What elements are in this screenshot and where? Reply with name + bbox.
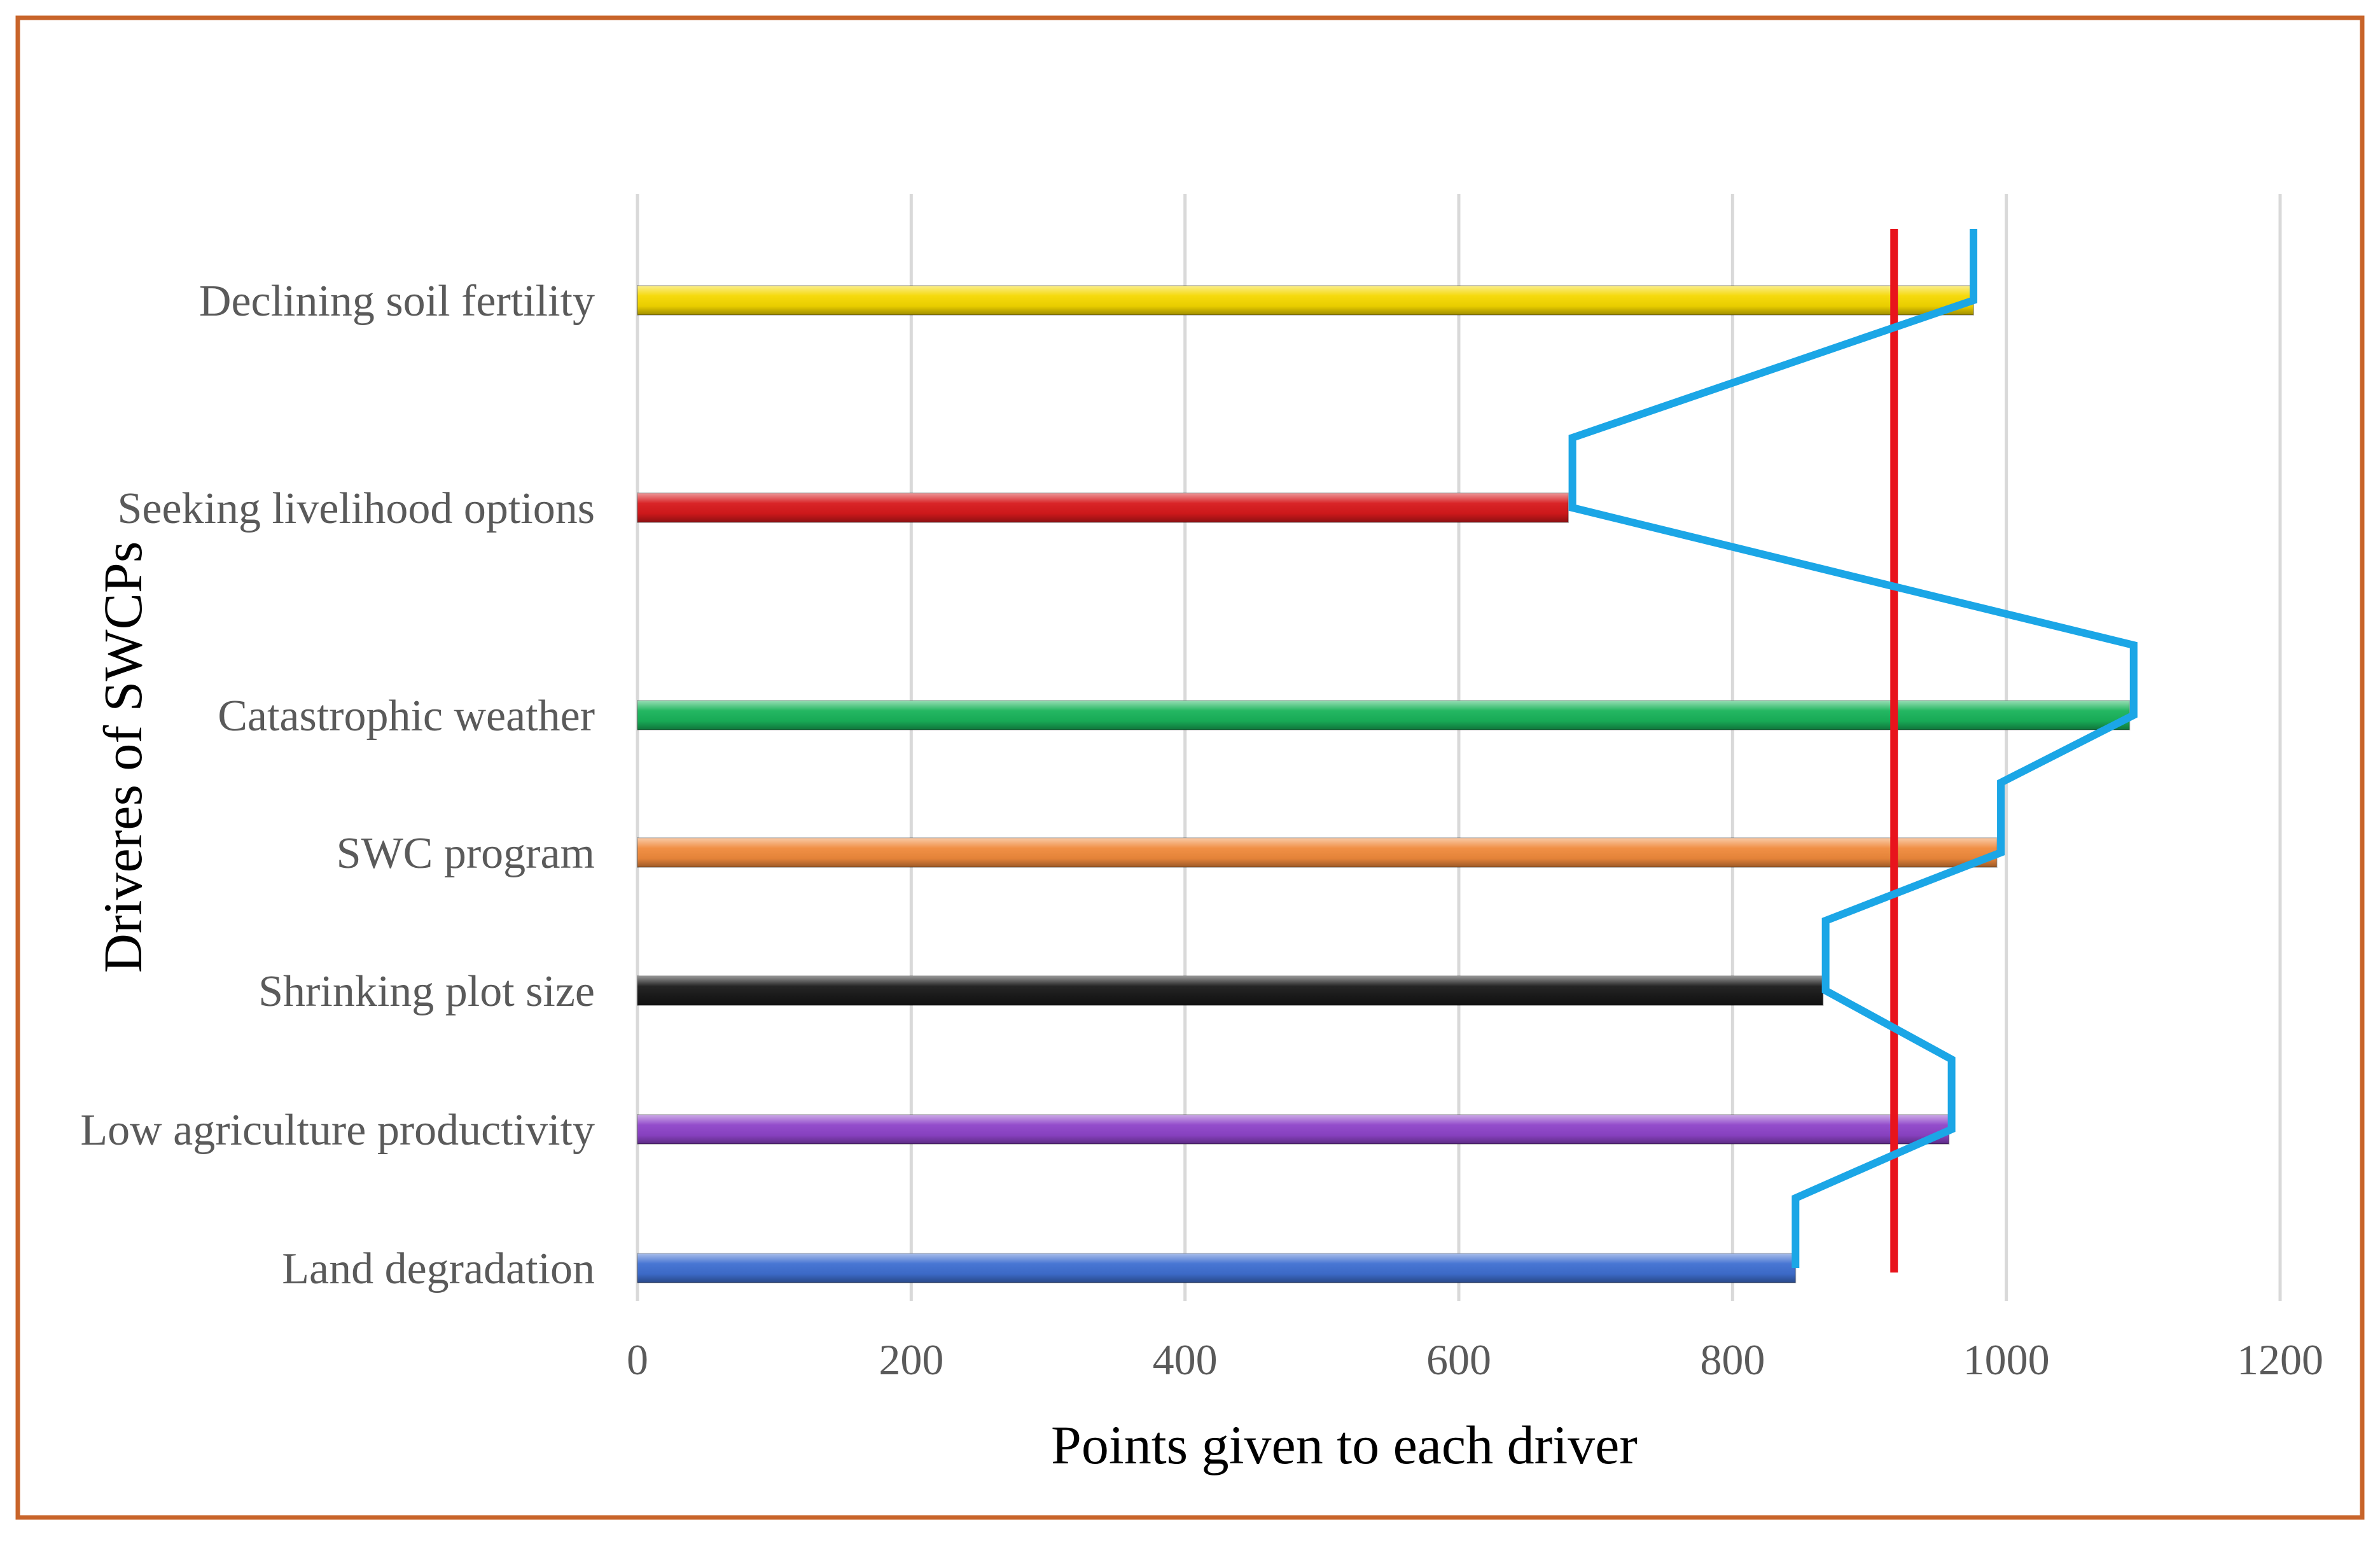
bar-3 bbox=[637, 837, 1998, 868]
bar-shade bbox=[637, 286, 1974, 315]
bar-0 bbox=[637, 285, 1975, 316]
x-axis-title: Points given to each driver bbox=[1051, 1414, 1638, 1475]
bar-shade bbox=[637, 838, 1997, 867]
bar-4 bbox=[637, 975, 1824, 1006]
bar-2 bbox=[637, 700, 2131, 730]
category-label-4: Shrinking plot size bbox=[258, 967, 595, 1016]
y-axis-title: Driveres of SWCPs bbox=[92, 541, 153, 973]
bar-shade bbox=[637, 1253, 1796, 1283]
tick-label-800: 800 bbox=[1700, 1335, 1765, 1384]
category-label-3: SWC program bbox=[337, 829, 595, 878]
tick-label-600: 600 bbox=[1426, 1335, 1491, 1384]
category-label-5: Low agriculture productivity bbox=[80, 1106, 595, 1155]
bar-shade bbox=[637, 976, 1823, 1005]
bar-shade bbox=[637, 701, 2130, 730]
tick-label-1200: 1200 bbox=[2237, 1335, 2323, 1384]
x-tick-labels: 0 200 400 600 800 1000 1200 bbox=[627, 1335, 2323, 1384]
tick-label-0: 0 bbox=[627, 1335, 648, 1384]
category-label-6: Land degradation bbox=[282, 1245, 595, 1293]
category-label-2: Catastrophic weather bbox=[218, 692, 595, 741]
bar-shade bbox=[637, 493, 1569, 522]
tick-label-200: 200 bbox=[879, 1335, 943, 1384]
category-label-1: Seeking livelihood options bbox=[117, 484, 595, 533]
bar-shade bbox=[637, 1115, 1949, 1144]
line-series bbox=[1568, 229, 2138, 1269]
bar-5 bbox=[637, 1114, 1950, 1145]
bar-6 bbox=[637, 1253, 1797, 1283]
category-label-0: Declining soil fertility bbox=[199, 277, 595, 326]
bar-1 bbox=[637, 492, 1569, 523]
line-series-path bbox=[1568, 229, 2138, 1268]
tick-label-1000: 1000 bbox=[1963, 1335, 2050, 1384]
tick-label-400: 400 bbox=[1153, 1335, 1218, 1384]
category-labels: Declining soil fertility Seeking liveliho… bbox=[80, 277, 595, 1293]
bars bbox=[637, 285, 2131, 1283]
